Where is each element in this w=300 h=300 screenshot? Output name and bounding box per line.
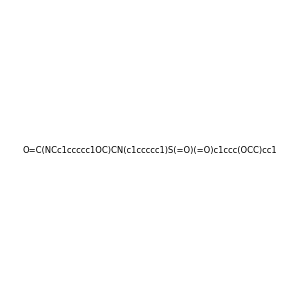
Text: O=C(NCc1ccccc1OC)CN(c1ccccc1)S(=O)(=O)c1ccc(OCC)cc1: O=C(NCc1ccccc1OC)CN(c1ccccc1)S(=O)(=O)c1… xyxy=(23,146,277,154)
